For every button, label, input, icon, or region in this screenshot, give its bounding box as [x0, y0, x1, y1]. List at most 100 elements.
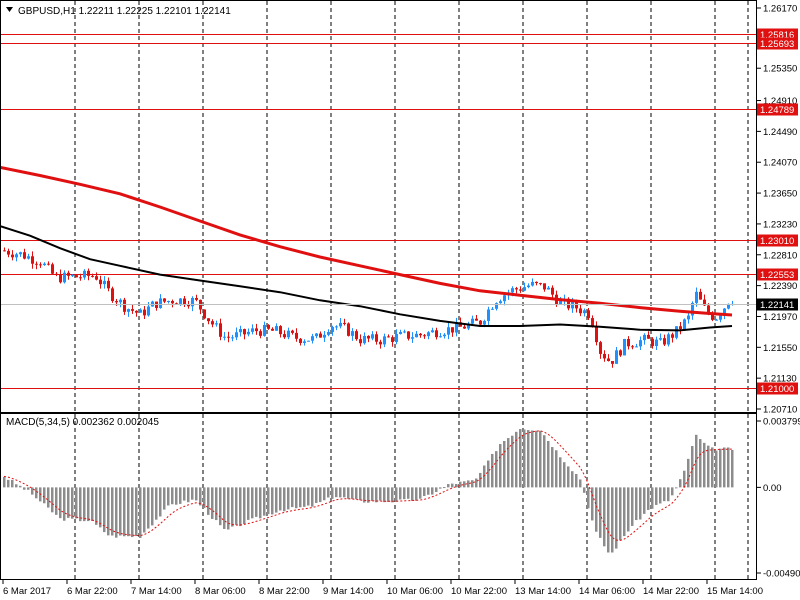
candle-body [339, 322, 342, 327]
candle-body [39, 264, 42, 266]
macd-bar [487, 460, 490, 488]
y-tick-label: 1.24910 [763, 96, 797, 107]
macd-bar [299, 487, 302, 508]
main-frame [0, 0, 757, 413]
candle-body [51, 264, 54, 274]
macd-bar [119, 487, 122, 536]
candle-body [311, 336, 314, 341]
macd-bar [179, 487, 182, 504]
candle-body [115, 301, 118, 303]
candle-body [623, 339, 626, 356]
candle-body [259, 331, 262, 336]
y-tick-label: 1.21550 [763, 343, 797, 354]
macd-bar [11, 479, 14, 488]
candle-body [67, 272, 70, 276]
macd-bar [235, 487, 238, 525]
macd-bar [75, 487, 78, 519]
macd-bar [511, 435, 514, 488]
macd-bar [523, 429, 526, 488]
macd-plot[interactable] [3, 414, 749, 579]
macd-bar [171, 487, 174, 505]
candle-body [251, 328, 254, 332]
candle-body [295, 332, 298, 339]
candle-body [191, 298, 194, 307]
macd-bar [163, 487, 166, 510]
macd-bar [103, 487, 106, 533]
candle-body [599, 342, 602, 354]
macd-bar [187, 487, 190, 503]
candle-body [475, 318, 478, 321]
macd-bar [339, 487, 342, 498]
macd-bar [15, 484, 18, 488]
candle-body [331, 326, 334, 333]
candle-body [643, 334, 646, 341]
macd-bar [35, 487, 38, 499]
macd-bar [291, 487, 294, 508]
candle-body [107, 280, 110, 289]
candle-body [635, 346, 638, 348]
macd-bar [587, 487, 590, 509]
macd-bar [199, 487, 202, 506]
candle-body [315, 333, 318, 337]
macd-bar [627, 487, 630, 532]
main-price-plot[interactable] [0, 1, 756, 412]
candle-body [583, 310, 586, 314]
macd-bar [43, 487, 46, 504]
candle-body [195, 298, 198, 300]
candle-body [287, 330, 290, 338]
x-tick-label: 8 Mar 06:00 [195, 586, 246, 597]
symbol-arrow-icon [6, 7, 13, 12]
macd-bar [99, 487, 102, 528]
macd-bar [263, 487, 266, 516]
candle-body [603, 353, 606, 359]
macd-bar [95, 487, 98, 525]
macd-bar [319, 487, 322, 503]
macd-bar [459, 481, 462, 488]
moving-average-black [0, 225, 733, 332]
candle-body [239, 329, 242, 333]
macd-bar [259, 487, 262, 519]
macd-bar [663, 487, 666, 502]
candle-body [291, 330, 294, 333]
plot-frames [0, 0, 757, 580]
macd-bar [439, 487, 442, 489]
candle-body [619, 350, 622, 356]
macd-bar [347, 487, 350, 499]
macd-bar [619, 487, 622, 541]
candle-body [683, 319, 686, 330]
candle-body [431, 330, 434, 333]
candle-body [87, 270, 90, 276]
candle-body [539, 283, 542, 285]
macd-bar [607, 487, 610, 553]
candle-body [347, 323, 350, 336]
candle-body [415, 333, 418, 338]
macd-bar [71, 487, 74, 519]
y-tick-label: 1.25350 [763, 64, 797, 75]
macd-bar [531, 430, 534, 488]
y-tick-label: 1.21130 [763, 374, 797, 385]
x-tick-label: 10 Mar 06:00 [387, 586, 443, 597]
candle-body [219, 323, 222, 337]
macd-bar [227, 487, 230, 530]
macd-bar [491, 453, 494, 488]
candle-body [31, 256, 34, 264]
macd-bar [567, 466, 570, 488]
macd-bar [355, 487, 358, 500]
macd-bar [131, 487, 134, 538]
macd-bar [671, 487, 674, 496]
level-tag-bg [757, 234, 798, 247]
macd-bar [599, 487, 602, 538]
candle-body [679, 326, 682, 330]
macd-bar [139, 487, 142, 538]
macd-bar [503, 440, 506, 488]
candle-body [675, 326, 678, 338]
x-tick-label: 6 Mar 22:00 [67, 586, 118, 597]
candle-body [3, 250, 6, 252]
macd-axis: 0.003799 0.00 -0.004901 [757, 417, 800, 580]
candle-body [659, 338, 662, 340]
candle-body [695, 291, 698, 303]
level-tag-label: 1.25693 [760, 39, 794, 50]
candle-body [91, 275, 94, 277]
candle-body [275, 326, 278, 331]
